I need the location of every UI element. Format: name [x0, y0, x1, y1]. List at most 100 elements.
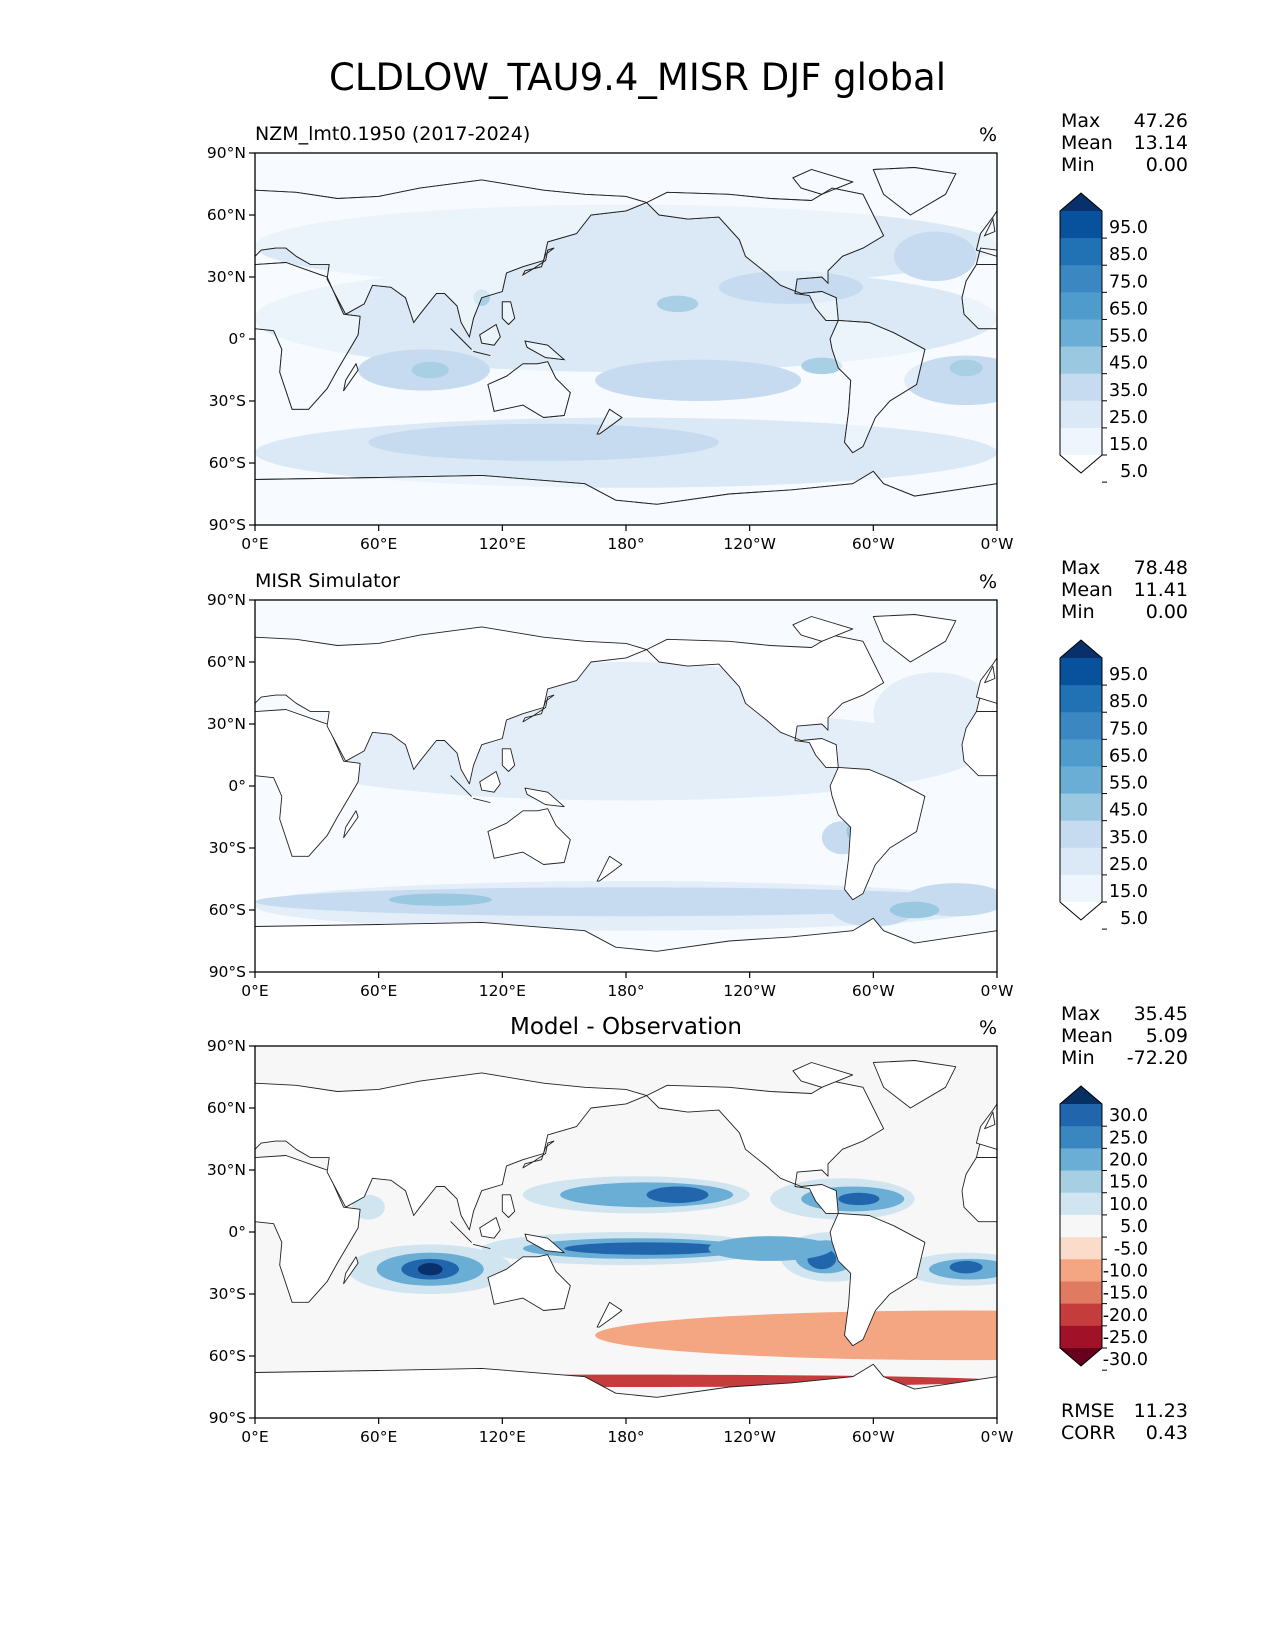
coastline [975, 210, 997, 257]
coastline [501, 748, 516, 772]
colorbar-segment [1060, 766, 1102, 795]
lat-tick-label: 90°N [207, 1037, 246, 1055]
colorbar-extend-max [1060, 193, 1102, 211]
lon-tick-label: 60°E [360, 535, 397, 553]
metric-stats: RMSE 11.23 CORR 0.43 [1061, 1400, 1188, 1444]
lon-tick-label: 180° [607, 982, 644, 1000]
coastline [984, 665, 996, 684]
colorbar-segment [1060, 292, 1102, 320]
colorbar-segment [1060, 1281, 1102, 1305]
land-shade [479, 324, 501, 346]
coastline [961, 711, 997, 777]
stat-value: 0.00 [1145, 601, 1188, 623]
field-contour [838, 1192, 880, 1206]
colorbar-extend-min [1060, 902, 1102, 920]
coastline [983, 217, 996, 237]
stat-label: Max [1061, 110, 1101, 132]
coastline [343, 1256, 359, 1285]
field-contour [564, 1242, 730, 1255]
stat-row: Mean 11.41 [1061, 579, 1188, 601]
colorbar-label: 75.0 [1109, 272, 1148, 292]
panel-title: Model - Observation [510, 1014, 742, 1040]
colorbar-segment [1060, 1192, 1102, 1216]
coastline [501, 1194, 516, 1218]
colorbar-segment [1060, 400, 1102, 429]
colorbar-label: 20.0 [1109, 1151, 1148, 1171]
colorbar-label: 55.0 [1109, 774, 1148, 794]
stat-value: 13.14 [1133, 132, 1188, 154]
colorbar-label: 45.0 [1109, 354, 1148, 374]
field-contour [595, 359, 802, 401]
colorbar-segment [1060, 712, 1102, 740]
coastline [473, 350, 491, 356]
colorbar-segment [1060, 1148, 1102, 1172]
map-figure: 90°N 60°N 30°N 0° 30°S 60°S 90°S0°E 60°E 120°E 18… [207, 570, 1148, 1000]
stat-value: 0.00 [1145, 154, 1188, 176]
coastlines [255, 614, 997, 972]
colorbar-label: 65.0 [1109, 746, 1148, 766]
colorbar-label: 25.0 [1109, 408, 1148, 428]
stat-label: Max [1061, 1003, 1101, 1025]
field-contour [656, 295, 699, 313]
lat-tick-label: 0° [228, 777, 246, 795]
coastline [255, 470, 997, 525]
land-shade [343, 363, 359, 391]
coastline [524, 1233, 565, 1254]
lat-tick-label: 60°N [207, 206, 246, 224]
lat-tick-label: 90°N [207, 591, 246, 609]
field-contour [949, 1260, 983, 1274]
stat-value: 5.09 [1145, 1025, 1188, 1047]
lat-tick-label: 30°S [209, 839, 246, 857]
lon-tick-label: 0°E [241, 1428, 268, 1446]
stat-label: Mean [1061, 132, 1113, 154]
colorbar-label: 85.0 [1109, 692, 1148, 712]
lon-tick-label: 180° [607, 535, 644, 553]
colorbar: 95.0 85.0 75.0 65.0 55.0 45.0 35.0 25.0 15.0 5.0 [1059, 192, 1148, 483]
stat-label: RMSE [1061, 1400, 1115, 1422]
coastline [522, 1140, 555, 1169]
lat-tick-label: 30°N [207, 1161, 246, 1179]
field-layer [255, 1046, 997, 1418]
land-shade [525, 341, 565, 360]
land-shade [792, 169, 853, 195]
colorbar-extend-max [1060, 1086, 1102, 1104]
colorbar-label: 15.0 [1109, 882, 1148, 902]
coastline [473, 1243, 491, 1249]
lon-tick-label: 120°E [479, 1428, 526, 1446]
colorbar-segment [1060, 1259, 1102, 1282]
coastline [255, 709, 361, 857]
coastline [487, 1254, 571, 1311]
land-shade [487, 361, 571, 418]
field-layer [255, 153, 997, 525]
colorbar-label: 65.0 [1109, 299, 1148, 319]
colorbar-label: -20.0 [1103, 1306, 1148, 1326]
colorbar-label: -10.0 [1103, 1261, 1148, 1281]
coastline [473, 797, 491, 803]
field-contour [351, 1194, 385, 1220]
colorbar-label: 15.0 [1109, 1173, 1148, 1193]
field-contour [411, 361, 449, 379]
colorbar-label: -25.0 [1103, 1328, 1148, 1348]
coastline [829, 319, 926, 454]
stat-label: Max [1061, 557, 1101, 579]
stat-value: 78.48 [1133, 557, 1188, 579]
colorbar-segment [1060, 265, 1102, 293]
field-layer [255, 600, 997, 972]
lon-tick-label: 120°E [479, 535, 526, 553]
stat-row: Mean 5.09 [1061, 1025, 1188, 1047]
summary-stats: Max 47.26 Mean 13.14 Min 0.00 [1061, 110, 1188, 176]
land-shade [522, 248, 554, 275]
colorbar-label: 30.0 [1109, 1106, 1148, 1126]
land-shade [646, 188, 884, 321]
coastline [524, 340, 566, 361]
lat-tick-label: 30°N [207, 268, 246, 286]
colorbar-segment [1060, 1170, 1102, 1194]
stat-row: Min -72.20 [1061, 1047, 1188, 1069]
lat-tick-label: 0° [228, 330, 246, 348]
lat-tick-label: 60°S [209, 1347, 246, 1365]
colorbar-label: 35.0 [1109, 381, 1148, 401]
coastline [479, 771, 501, 793]
lat-tick-label: 90°S [209, 1409, 246, 1427]
colorbar-extend-max [1060, 640, 1102, 658]
coastline [522, 694, 555, 723]
